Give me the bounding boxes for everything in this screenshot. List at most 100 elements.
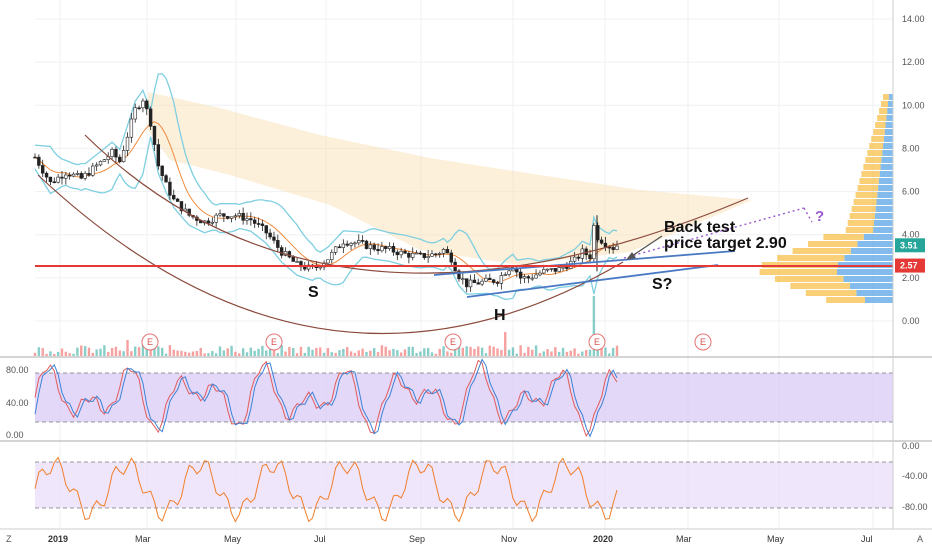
volume-bar (68, 353, 71, 356)
candle-body (148, 108, 153, 127)
volume-bar (99, 348, 102, 356)
volume-bar (214, 353, 218, 356)
vp-bar-yellow (859, 178, 879, 184)
osc1-axis-ticks: 80.00 40.00 0.00 (6, 365, 29, 440)
volume-bar (195, 350, 199, 356)
volume-bar (384, 346, 387, 356)
osc1-tick-label: 40.00 (6, 398, 29, 408)
volume-bar (369, 350, 372, 356)
vp-bar-yellow (861, 171, 880, 177)
vp-bar-yellow (877, 115, 887, 121)
volume-bar (126, 340, 129, 356)
candle-body (152, 125, 157, 145)
vp-bar-yellow (853, 199, 877, 205)
candle-body (94, 164, 99, 167)
candle-body (83, 173, 87, 179)
volume-bar (480, 347, 484, 356)
candle-body (160, 165, 164, 176)
candle-body (333, 246, 338, 253)
candle-body (172, 194, 176, 200)
volume-bar (611, 347, 615, 356)
volume-bar (338, 350, 341, 356)
volume-bar (407, 346, 411, 356)
vp-bar-blue (863, 234, 893, 240)
earnings-badge[interactable] (141, 333, 159, 351)
volume-bar (107, 351, 110, 356)
candle-body (33, 156, 37, 159)
earnings-badge[interactable] (588, 333, 606, 351)
volume-bar (465, 346, 468, 356)
auto-scale-button[interactable]: A (917, 534, 923, 544)
candle-body (56, 176, 60, 183)
volume-bar (546, 349, 549, 356)
candle-body (256, 223, 261, 225)
volume-bar (315, 347, 318, 356)
volume-bar (442, 346, 445, 356)
candle-body (245, 218, 249, 221)
volume-bar (141, 340, 145, 356)
osc2-axis-ticks: 0.00 -40.00 -80.00 (902, 441, 928, 512)
volume-bar (245, 352, 249, 356)
volume-bar (488, 345, 492, 356)
candle-body (67, 174, 72, 177)
candle-body (364, 240, 369, 249)
candle-body (615, 245, 619, 250)
candle-body (187, 208, 191, 216)
price-tick-label: 12.00 (902, 57, 925, 67)
volume-bar (268, 347, 272, 356)
back-test-arrowhead (626, 252, 636, 260)
volume-bar (415, 353, 418, 356)
vp-bar-yellow (863, 164, 881, 170)
volume-bar (187, 352, 191, 356)
candle-body (125, 136, 130, 151)
earnings-badge[interactable] (444, 333, 462, 351)
volume-bar (361, 348, 364, 356)
vp-bar-blue (864, 297, 893, 303)
volume-bar (434, 353, 438, 356)
lower-arc (37, 174, 624, 335)
volume-bar (257, 348, 260, 356)
volume-bar (87, 347, 91, 356)
volume-bar (261, 345, 264, 356)
candle-body (291, 256, 295, 262)
scale-mode-left[interactable]: Z (6, 534, 12, 544)
earnings-badge[interactable] (265, 333, 283, 351)
annotation-question-mark: ? (815, 208, 824, 225)
vp-bar-yellow (826, 297, 865, 303)
vp-bar-blue (857, 241, 893, 247)
volume-bar (504, 332, 507, 356)
candle-body (156, 144, 161, 167)
volume-bar (303, 352, 307, 356)
neckline-upper (433, 250, 736, 276)
volume-bar (577, 353, 580, 356)
volume-bar (326, 347, 330, 356)
vp-bar-blue (876, 199, 893, 205)
osc2-tick-label: -80.00 (902, 502, 928, 512)
candle-body (599, 239, 604, 244)
volume-bar (457, 347, 461, 356)
volume-bar (581, 351, 584, 356)
volume-bar (357, 350, 360, 356)
time-tick-label: Mar (135, 534, 151, 544)
volume-bar (203, 353, 206, 356)
candle-body (87, 173, 91, 176)
time-axis-ticks: 2019 Mar May Jul Sep Nov 2020 Mar May Jul (48, 534, 873, 544)
volume-bar (103, 345, 106, 356)
candle-body (141, 100, 145, 109)
candle-body (430, 253, 434, 257)
osc2-tick-label: 0.00 (902, 441, 920, 451)
volume-bar (507, 349, 511, 356)
volume-bars (33, 296, 619, 356)
volume-profile (759, 94, 893, 303)
volume-bar (584, 350, 588, 356)
candle-body (576, 256, 581, 259)
candle-body (565, 266, 569, 269)
earnings-badge[interactable] (694, 333, 712, 351)
back-test-arrow (628, 235, 663, 259)
volume-bar (588, 349, 592, 356)
annotation-price-target: price target 2.90 (664, 235, 787, 252)
volume-bar (608, 353, 611, 356)
volume-bar (392, 348, 395, 356)
candle-body (368, 244, 373, 249)
